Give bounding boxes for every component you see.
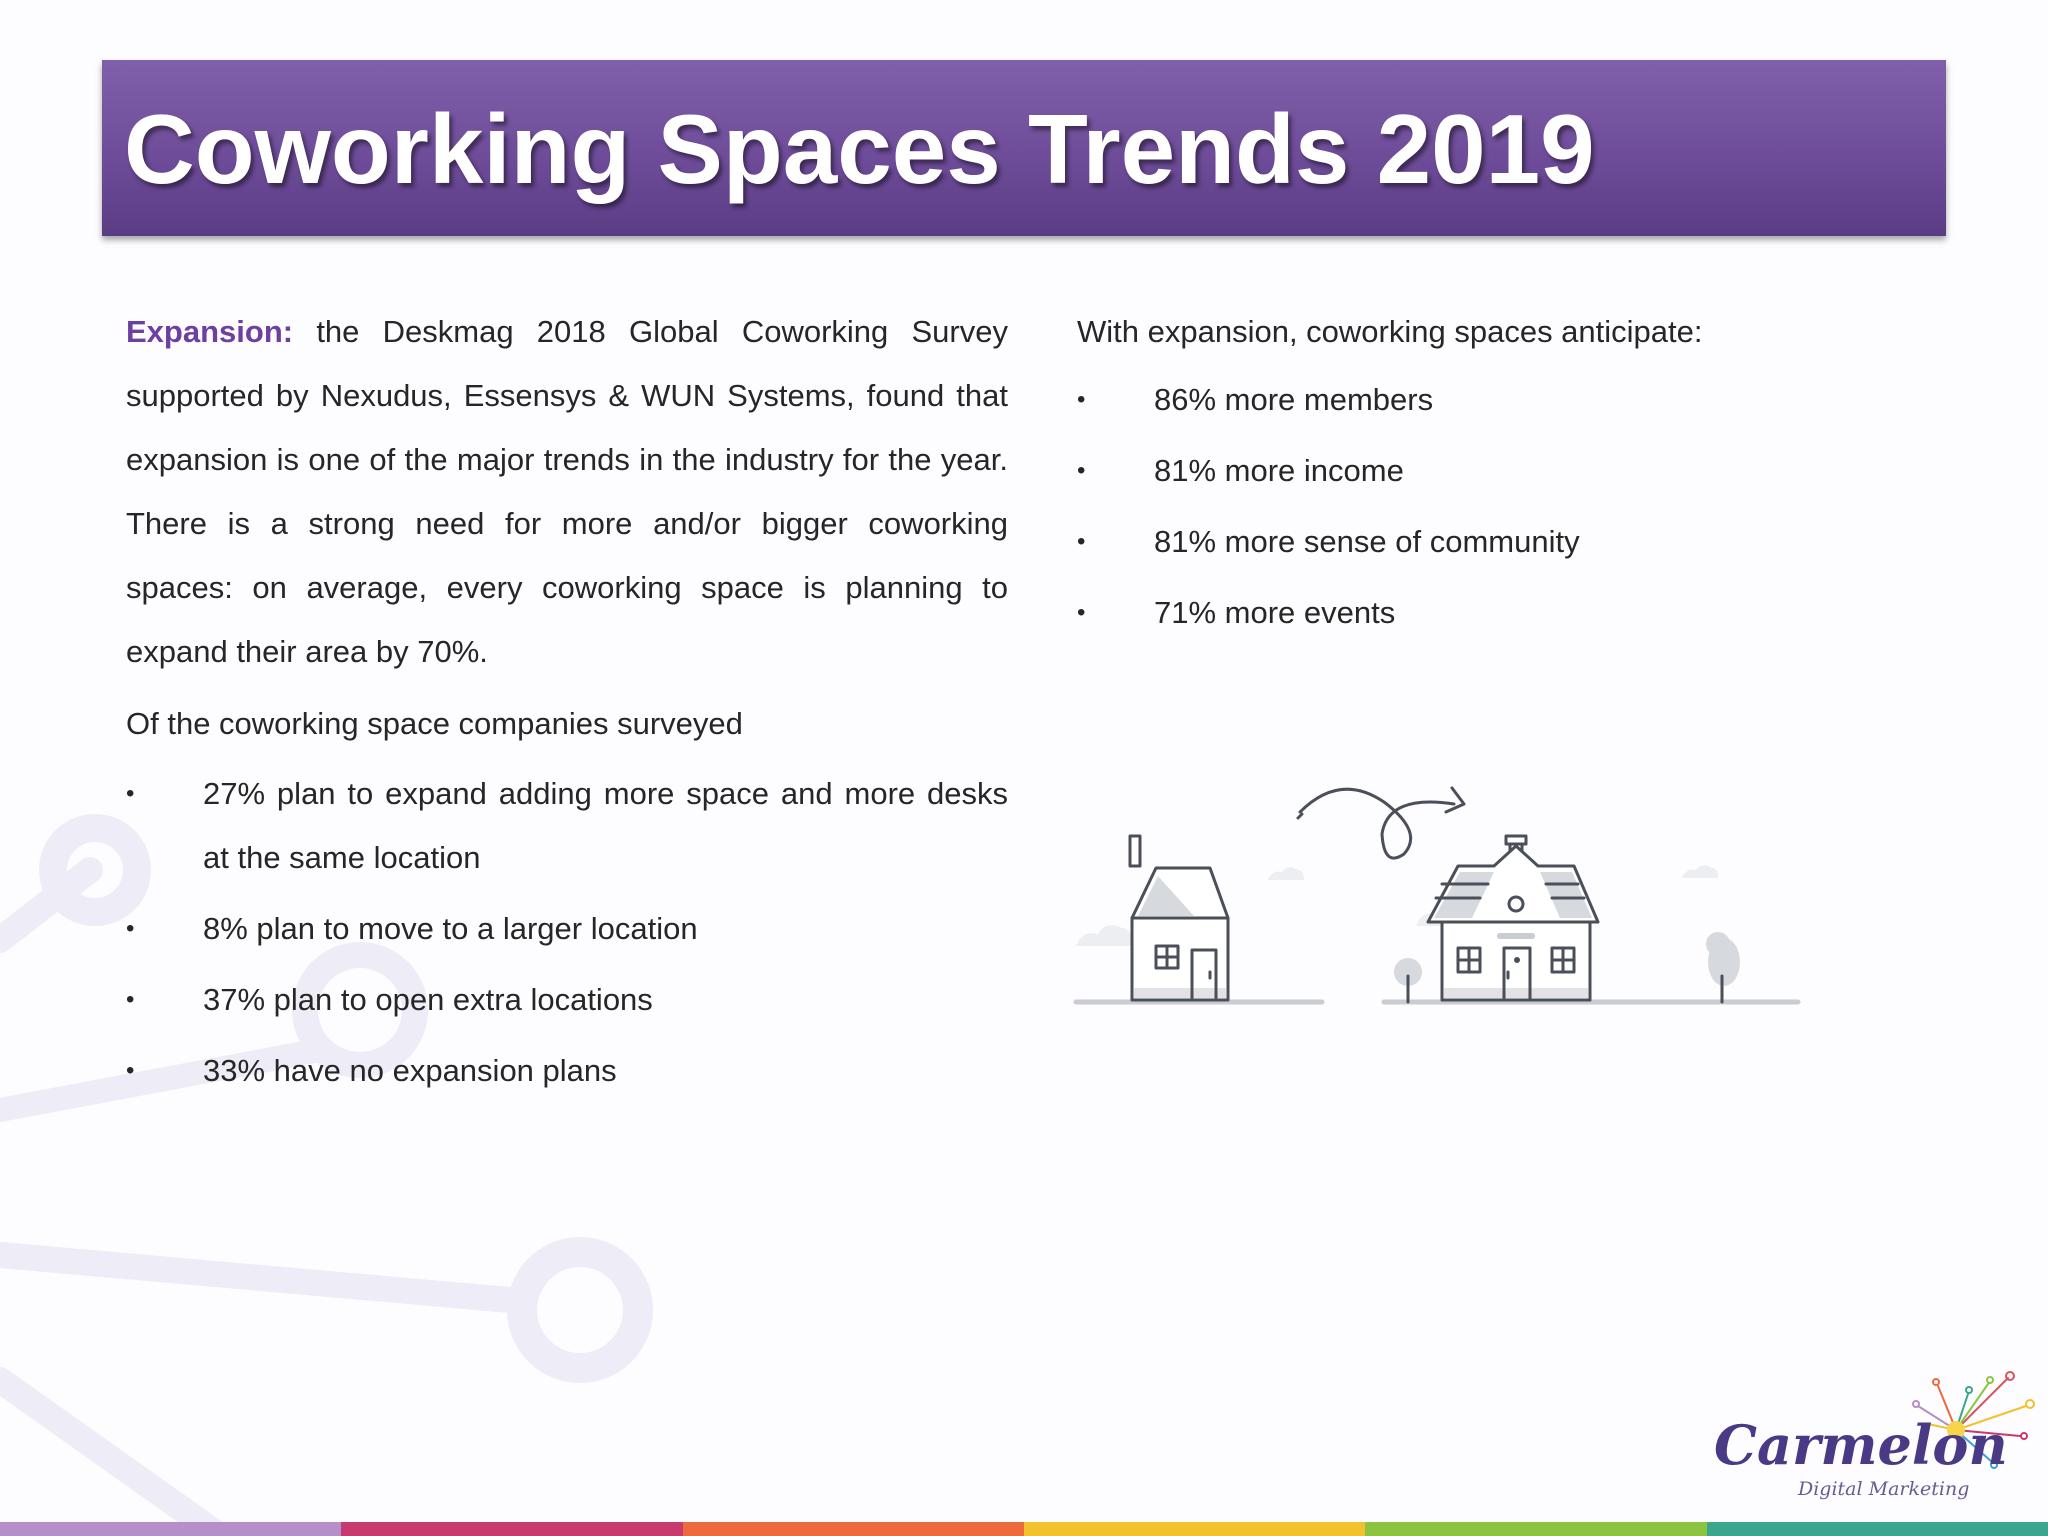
list-item: • 33% have no expansion plans (126, 1039, 1008, 1103)
anticipate-bullet-list: • 86% more members • 81% more income • 81% … (1077, 368, 1937, 645)
stripe-segment (0, 1522, 342, 1536)
bullet-text: 71% more events (1154, 595, 1396, 630)
bullet-icon: • (1077, 457, 1086, 484)
stripe-segment (1706, 1522, 2048, 1536)
bullet-text: 37% plan to open extra locations (203, 982, 653, 1017)
bullet-text: 81% more income (1154, 453, 1404, 488)
bullet-text: 86% more members (1154, 382, 1434, 417)
expansion-body: the Deskmag 2018 Global Coworking Survey… (126, 314, 1008, 669)
left-column: Expansion: the Deskmag 2018 Global Cowor… (126, 300, 1008, 1110)
right-column: With expansion, coworking spaces anticip… (1077, 300, 1937, 652)
stripe-segment (682, 1522, 1024, 1536)
list-item: • 37% plan to open extra locations (126, 968, 1008, 1032)
stripe-segment (1023, 1522, 1366, 1536)
starburst-icon (1912, 1371, 2035, 1469)
stripe-segment (1365, 1522, 1707, 1536)
list-item: • 71% more events (1077, 581, 1937, 645)
list-item: • 81% more income (1077, 439, 1937, 503)
anticipate-intro: With expansion, coworking spaces anticip… (1077, 314, 1703, 349)
moving-houses-illustration (1073, 786, 1801, 1005)
bullet-icon: • (1077, 528, 1086, 555)
expansion-lead: Expansion: (126, 314, 294, 349)
survey-bullet-list: • 27% plan to expand adding more space an… (126, 762, 1008, 1103)
logo-tagline: Digital Marketing (1798, 1478, 1970, 1500)
title-banner: Coworking Spaces Trends 2019 (102, 60, 1946, 236)
footer-color-stripe (0, 1522, 2048, 1536)
logo-wordmark: Carmelon (1714, 1413, 2008, 1477)
list-item: • 8% plan to move to a larger location (126, 897, 1008, 961)
bullet-icon: • (126, 915, 135, 942)
list-item: • 27% plan to expand adding more space an… (126, 762, 1008, 890)
bullet-icon: • (1077, 386, 1086, 413)
page-title: Coworking Spaces Trends 2019 (124, 94, 1595, 204)
list-item: • 86% more members (1077, 368, 1937, 432)
list-item: • 81% more sense of community (1077, 510, 1937, 574)
bullet-icon: • (126, 986, 135, 1013)
stripe-segment (341, 1522, 683, 1536)
bullet-icon: • (126, 1057, 135, 1084)
survey-subheading: Of the coworking space companies surveye… (126, 706, 743, 741)
bullet-icon: • (126, 780, 135, 807)
bullet-text: 81% more sense of community (1154, 524, 1580, 559)
carmelon-logo: Carmelon Digital Marketing (1712, 1366, 2042, 1506)
bullet-text: 27% plan to expand adding more space and… (203, 776, 1008, 875)
bullet-icon: • (1077, 599, 1086, 626)
bullet-text: 33% have no expansion plans (203, 1053, 617, 1088)
expansion-paragraph: Expansion: the Deskmag 2018 Global Cowor… (126, 300, 1008, 684)
bullet-text: 8% plan to move to a larger location (203, 911, 698, 946)
